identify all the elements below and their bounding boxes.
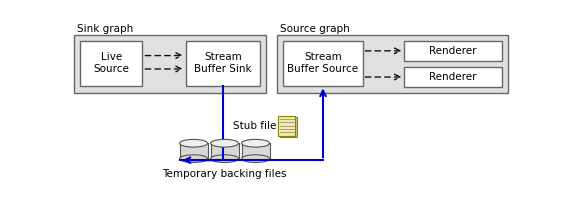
Text: Stream
Buffer Source: Stream Buffer Source — [287, 52, 358, 74]
FancyBboxPatch shape — [405, 67, 502, 87]
Text: Renderer: Renderer — [430, 46, 477, 56]
Text: Temporary backing files: Temporary backing files — [162, 169, 287, 179]
Text: Stream
Buffer Sink: Stream Buffer Sink — [194, 52, 252, 74]
FancyBboxPatch shape — [80, 41, 142, 85]
Polygon shape — [278, 116, 295, 135]
FancyBboxPatch shape — [186, 41, 260, 85]
Ellipse shape — [242, 155, 270, 163]
Ellipse shape — [180, 155, 208, 163]
FancyBboxPatch shape — [277, 35, 508, 93]
Ellipse shape — [211, 139, 238, 147]
FancyBboxPatch shape — [180, 143, 208, 159]
FancyBboxPatch shape — [405, 41, 502, 61]
Ellipse shape — [242, 139, 270, 147]
Text: Sink graph: Sink graph — [77, 24, 133, 34]
Polygon shape — [281, 117, 298, 137]
FancyBboxPatch shape — [74, 35, 266, 93]
FancyBboxPatch shape — [242, 143, 270, 159]
Text: Source graph: Source graph — [279, 24, 349, 34]
Ellipse shape — [211, 155, 238, 163]
Text: Renderer: Renderer — [430, 72, 477, 82]
Text: Stub file: Stub file — [233, 121, 277, 131]
FancyBboxPatch shape — [211, 143, 238, 159]
Ellipse shape — [180, 139, 208, 147]
FancyBboxPatch shape — [283, 41, 362, 85]
Text: Live
Source: Live Source — [93, 52, 129, 74]
